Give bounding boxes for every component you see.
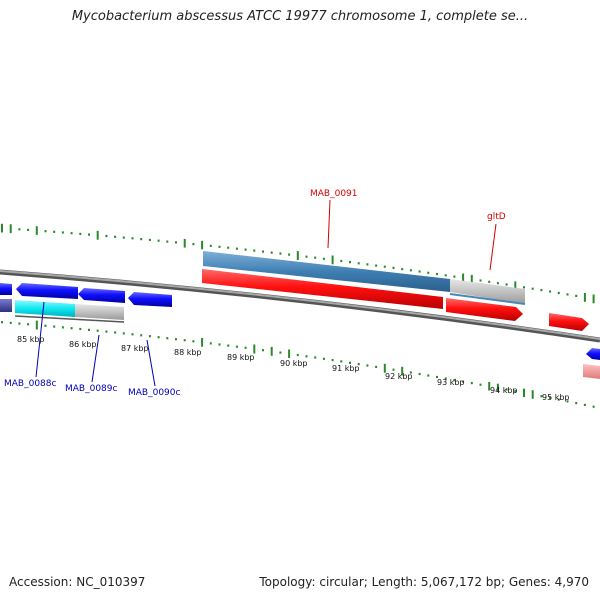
gene-arrow-right-edge[interactable] xyxy=(586,348,600,360)
topology-summary-text: Topology: circular; Length: 5,067,172 bp… xyxy=(259,575,589,589)
scale-label: 93 kbp xyxy=(437,378,465,387)
accession-text: Accession: NC_010397 xyxy=(9,575,146,589)
feature-bar-right-edge[interactable] xyxy=(583,364,600,379)
feature-bar-lower-shadow xyxy=(14,315,125,323)
gene-arrow-mab0088c[interactable] xyxy=(16,283,78,299)
scale-label: 86 kbp xyxy=(69,340,97,349)
scale-label-group: 85 kbp 86 kbp 87 kbp 88 kbp 89 kbp 90 kb… xyxy=(17,335,570,402)
scale-label: 88 kbp xyxy=(174,348,202,357)
gene-arrow-gltd[interactable] xyxy=(446,298,523,321)
scale-label: 92 kbp xyxy=(385,372,413,381)
feature-bar-mab0091[interactable] xyxy=(203,251,450,292)
scale-label: 94 kbp xyxy=(490,386,518,395)
gene-label-mab0090c[interactable]: MAB_0090c xyxy=(128,388,181,398)
gene-arrow-mab0089c[interactable] xyxy=(78,288,125,303)
map-title: Mycobacterium abscessus ATCC 19977 chrom… xyxy=(71,9,529,24)
gene-arrow-red-3[interactable] xyxy=(549,313,589,331)
gene-arrow-mab0091[interactable] xyxy=(202,269,443,309)
feature-bar-shadow xyxy=(449,293,526,305)
gene-label-mab0091[interactable]: MAB_0091 xyxy=(310,189,358,199)
gc-content-track-inner xyxy=(1,320,595,408)
label-line-mab0091 xyxy=(327,199,331,249)
chromosome-backbone-highlight xyxy=(0,270,600,340)
scale-label: 91 kbp xyxy=(332,364,360,373)
gene-label-mab0089c[interactable]: MAB_0089c xyxy=(65,384,118,394)
label-line-mab0090c xyxy=(146,339,156,387)
feature-bar-gltd[interactable] xyxy=(450,279,525,304)
gc-content-track-outer xyxy=(1,223,595,304)
feature-bar-mab0088c[interactable] xyxy=(15,300,75,317)
gene-arrow-mab0090c[interactable] xyxy=(128,292,172,307)
label-line-gltd xyxy=(489,223,497,271)
gene-label-mab0088c[interactable]: MAB_0088c xyxy=(4,379,57,389)
label-line-mab0088c xyxy=(35,301,45,378)
scale-label: 90 kbp xyxy=(280,359,308,368)
scale-label: 95 kbp xyxy=(542,393,570,402)
scale-label: 89 kbp xyxy=(227,353,255,362)
gene-label-gltd[interactable]: gltD xyxy=(487,212,506,222)
scale-label: 85 kbp xyxy=(17,335,45,344)
scale-label: 87 kbp xyxy=(121,344,149,353)
gene-arrow-left-edge[interactable] xyxy=(0,283,12,295)
feature-bar-mab0089c[interactable] xyxy=(75,304,124,320)
feature-bar-left-edge[interactable] xyxy=(0,299,12,312)
label-line-mab0089c xyxy=(91,334,100,383)
